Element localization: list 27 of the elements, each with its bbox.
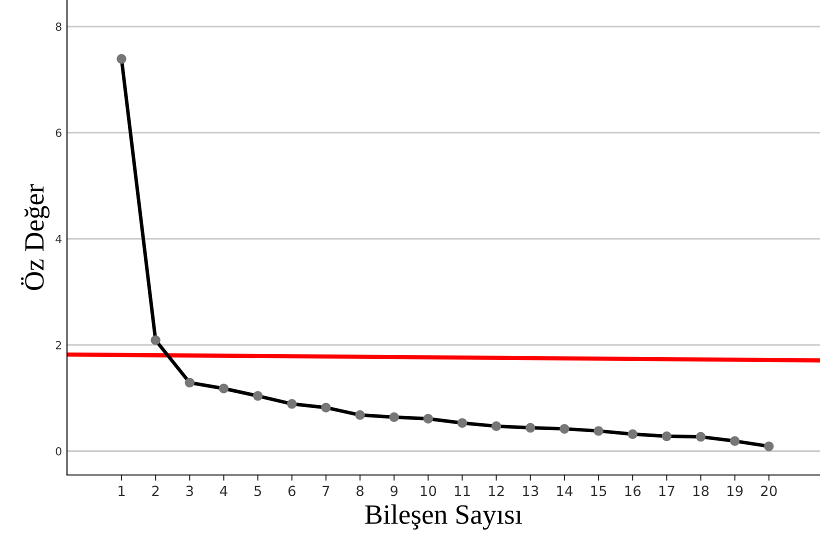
x-tick-label: 13	[523, 486, 538, 496]
x-tick-label: 5	[254, 486, 262, 496]
x-tick-label: 9	[390, 486, 398, 496]
x-tick-label: 14	[557, 486, 573, 496]
x-tick-label: 12	[489, 486, 504, 496]
x-tick-label: 15	[591, 486, 606, 496]
x-tick-label: 16	[625, 486, 641, 496]
x-tick-label: 20	[761, 486, 777, 496]
y-tick-label: 4	[56, 234, 62, 244]
x-tick-label: 17	[659, 486, 674, 496]
x-tick-label: 7	[322, 486, 330, 496]
x-tick-label: 1	[118, 486, 125, 496]
y-tick-label: 2	[56, 340, 62, 350]
x-tick-label: 10	[420, 486, 436, 496]
x-axis-title: Bileşen Sayısı	[365, 504, 522, 530]
x-tick-label: 6	[288, 486, 296, 496]
x-tick-label: 19	[728, 486, 743, 496]
x-tick-label: 8	[356, 486, 364, 496]
y-tick-label: 8	[56, 22, 62, 31]
y-tick-label: 0	[56, 447, 62, 456]
x-tick-label: 3	[186, 486, 193, 496]
y-axis-title: Öz Değer	[20, 184, 50, 290]
x-tick-label: 2	[152, 486, 159, 496]
x-tick-label: 11	[454, 486, 470, 496]
x-tick-label: 18	[693, 486, 709, 496]
y-tick-label: 6	[56, 128, 62, 138]
x-tick-label: 4	[220, 486, 228, 496]
